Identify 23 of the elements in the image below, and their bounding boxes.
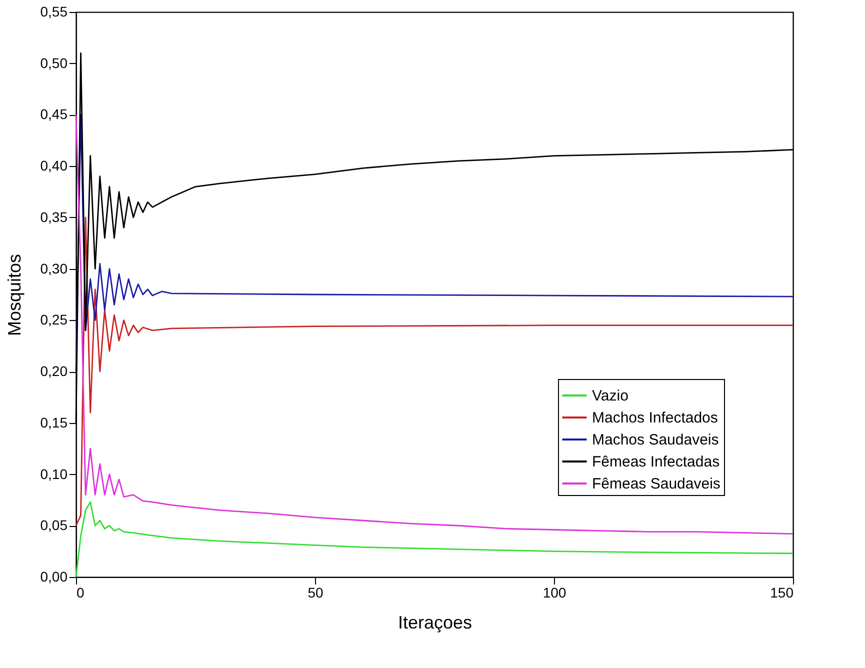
- x-tick-label: 100: [542, 584, 566, 600]
- y-tick-label: 0,40: [40, 158, 68, 174]
- x-axis-title: Iteraçoes: [398, 612, 472, 632]
- y-tick-label: 0,25: [40, 312, 68, 328]
- y-tick-label: 0,10: [40, 466, 68, 482]
- y-tick-label: 0,35: [40, 208, 68, 225]
- x-tick-label: 50: [308, 584, 324, 600]
- y-tick-label: 0,00: [40, 568, 68, 584]
- legend-label: Fêmeas Saudaveis: [592, 476, 720, 492]
- x-tick-label: 0: [76, 584, 84, 600]
- legend-label: Machos Infectados: [592, 410, 718, 426]
- x-tick-label: 150: [770, 584, 794, 600]
- y-tick-label: 0,20: [40, 363, 68, 380]
- y-tick-label: 0,05: [40, 517, 68, 534]
- legend-label: Vazio: [592, 388, 628, 404]
- legend-label: Machos Saudaveis: [592, 432, 719, 448]
- y-tick-label: 0,55: [40, 4, 68, 20]
- y-tick-label: 0,30: [40, 260, 68, 276]
- legend-label: Fêmeas Infectadas: [592, 454, 720, 470]
- y-axis-title: Mosquitos: [4, 254, 24, 336]
- y-tick-label: 0,15: [40, 414, 68, 430]
- y-tick-label: 0,45: [40, 106, 68, 122]
- y-tick-label: 0,50: [40, 54, 68, 71]
